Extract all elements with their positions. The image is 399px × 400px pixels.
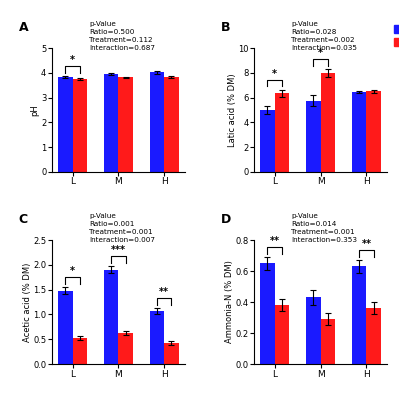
- Y-axis label: Ammonia-N (% DM): Ammonia-N (% DM): [225, 261, 234, 344]
- Bar: [366, 308, 381, 364]
- Text: A: A: [19, 21, 28, 34]
- Text: p-Value
Ratio=0.001
Treatment=0.001
Interaction=0.007: p-Value Ratio=0.001 Treatment=0.001 Inte…: [89, 213, 155, 243]
- Bar: [119, 77, 133, 172]
- Text: D: D: [221, 213, 231, 226]
- Bar: [58, 291, 73, 364]
- Bar: [73, 338, 87, 364]
- Y-axis label: Acetic acid (% DM): Acetic acid (% DM): [23, 262, 32, 342]
- Text: *: *: [272, 69, 277, 79]
- Bar: [104, 270, 119, 364]
- Y-axis label: pH: pH: [31, 104, 40, 116]
- Bar: [150, 72, 164, 172]
- Bar: [275, 305, 289, 364]
- Text: p-Value
Ratio=0.014
Treatment=0.001
Interaction=0.353: p-Value Ratio=0.014 Treatment=0.001 Inte…: [291, 213, 357, 243]
- Bar: [58, 77, 73, 172]
- Bar: [320, 319, 335, 364]
- Text: *: *: [70, 55, 75, 65]
- Bar: [164, 77, 179, 172]
- Bar: [320, 73, 335, 172]
- Text: **: **: [270, 236, 280, 246]
- Bar: [306, 297, 320, 364]
- Text: **: **: [361, 239, 371, 249]
- Text: *: *: [70, 266, 75, 276]
- Bar: [164, 343, 179, 364]
- Text: ***: ***: [111, 246, 126, 256]
- Bar: [275, 93, 289, 172]
- Bar: [352, 92, 366, 172]
- Bar: [260, 263, 275, 364]
- Bar: [306, 101, 320, 172]
- Text: *: *: [318, 48, 323, 58]
- Bar: [366, 91, 381, 172]
- Bar: [119, 333, 133, 364]
- Bar: [260, 110, 275, 172]
- Bar: [73, 79, 87, 172]
- Text: B: B: [221, 21, 230, 34]
- Y-axis label: Latic acid (% DM): Latic acid (% DM): [227, 73, 237, 147]
- Legend: CK, LP: CK, LP: [394, 25, 399, 47]
- Text: p-Value
Ratio=0.028
Treatment=0.002
Interaction=0.035: p-Value Ratio=0.028 Treatment=0.002 Inte…: [291, 21, 357, 51]
- Bar: [104, 74, 119, 172]
- Text: **: **: [159, 287, 169, 297]
- Text: p-Value
Ratio=0.500
Treatment=0.112
Interaction=0.687: p-Value Ratio=0.500 Treatment=0.112 Inte…: [89, 21, 155, 51]
- Bar: [150, 311, 164, 364]
- Text: C: C: [19, 213, 28, 226]
- Bar: [352, 266, 366, 364]
